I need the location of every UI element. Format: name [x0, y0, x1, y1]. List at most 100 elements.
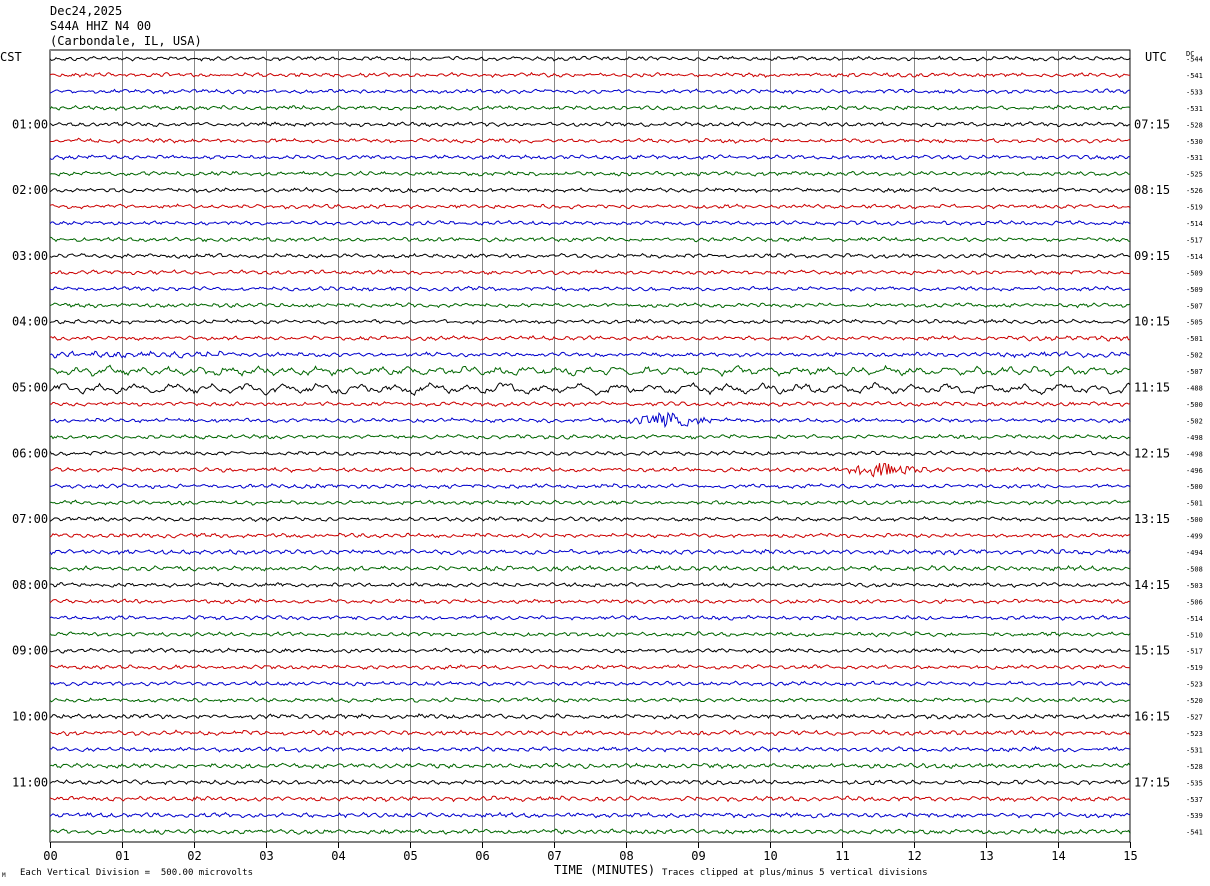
x-tick-label: 14 [1051, 849, 1065, 863]
dc-offset-label: -535 [1186, 779, 1203, 787]
x-axis-title: TIME (MINUTES) [554, 863, 656, 877]
seismic-trace [49, 664, 1131, 671]
chart-grid [49, 49, 1131, 848]
cst-hour-label: 04:00 [12, 315, 48, 329]
x-tick-label: 03 [259, 849, 273, 863]
utc-hour-label: 16:15 [1134, 710, 1170, 724]
x-tick-label: 01 [115, 849, 129, 863]
x-tick-label: 07 [547, 849, 561, 863]
dc-offset-label: -544 [1186, 56, 1203, 64]
cst-hour-label: 06:00 [12, 446, 48, 460]
seismic-trace [49, 779, 1131, 786]
dc-offset-label: -539 [1186, 812, 1203, 820]
seismic-trace [49, 121, 1131, 128]
left-timezone-label: CST [0, 50, 22, 64]
seismic-trace [49, 252, 1131, 259]
dc-offset-label: -514 [1186, 253, 1203, 261]
dc-offset-label: -502 [1186, 352, 1203, 360]
dc-offset-label: -530 [1186, 138, 1203, 146]
seismic-trace [49, 302, 1131, 309]
seismic-trace [49, 236, 1131, 243]
dc-offset-label: -498 [1186, 450, 1203, 458]
x-tick-label: 04 [331, 849, 345, 863]
dc-offset-label: -501 [1186, 500, 1203, 508]
seismic-trace [49, 411, 1131, 429]
seismic-trace [49, 483, 1131, 490]
seismic-trace [49, 203, 1131, 210]
dc-offset-label: -531 [1186, 746, 1203, 754]
x-tick-label: 13 [979, 849, 993, 863]
dc-offset-label: -528 [1186, 121, 1203, 129]
trace-group [49, 55, 1131, 835]
dc-offset-label: -519 [1186, 204, 1203, 212]
seismic-trace [49, 219, 1131, 226]
seismic-trace [49, 170, 1131, 177]
seismic-trace [49, 745, 1131, 753]
x-tick-label: 10 [763, 849, 777, 863]
cst-hour-label: 05:00 [12, 381, 48, 395]
utc-hour-label: 07:15 [1134, 117, 1170, 131]
plot-frame [49, 49, 1131, 843]
utc-hour-label: 14:15 [1134, 578, 1170, 592]
seismic-trace [49, 680, 1131, 687]
dc-offset-label: -506 [1186, 598, 1203, 606]
x-tick-label: 09 [691, 849, 705, 863]
dc-offset-label: -523 [1186, 681, 1203, 689]
seismic-trace [49, 647, 1131, 654]
seismic-trace [49, 828, 1131, 835]
dc-offset-label: -509 [1186, 269, 1203, 277]
cst-hour-label: 07:00 [12, 512, 48, 526]
seismic-trace [49, 515, 1131, 523]
cst-hour-label: 02:00 [12, 183, 48, 197]
header-station: S44A HHZ N4 00 [50, 19, 152, 33]
seismic-trace [49, 71, 1131, 79]
x-tick-label: 12 [907, 849, 921, 863]
utc-hour-label: 15:15 [1134, 644, 1170, 658]
seismic-trace [49, 137, 1131, 144]
dc-offset-label: -501 [1186, 335, 1203, 343]
x-tick-label: 11 [835, 849, 849, 863]
cst-hour-label: 03:00 [12, 249, 48, 263]
seismic-trace [49, 462, 1131, 478]
seismic-trace [49, 631, 1131, 638]
dc-offset-label: -531 [1186, 105, 1203, 113]
cst-hour-label: 10:00 [12, 710, 48, 724]
seismic-trace [49, 350, 1131, 359]
utc-hour-label: 17:15 [1134, 775, 1170, 789]
cst-hour-label: 09:00 [12, 644, 48, 658]
seismic-trace [49, 581, 1131, 588]
dc-offset-label: -488 [1186, 385, 1203, 393]
seismic-trace [49, 614, 1131, 621]
seismic-trace [49, 334, 1131, 342]
x-tick-label: 02 [187, 849, 201, 863]
dc-header-label: DC [1186, 50, 1195, 58]
seismic-trace [49, 381, 1131, 396]
dc-offset-label: -494 [1186, 549, 1203, 557]
seismic-trace [49, 154, 1131, 161]
dc-offset-label: -500 [1186, 401, 1203, 409]
seismic-trace [49, 795, 1131, 803]
seismic-trace [49, 269, 1131, 276]
dc-offset-label: -500 [1186, 483, 1203, 491]
seismic-trace [49, 88, 1131, 95]
dc-offset-label: -507 [1186, 368, 1203, 376]
seismic-trace [49, 318, 1131, 325]
cst-hour-label: 01:00 [12, 117, 48, 131]
dc-offset-label: -531 [1186, 154, 1203, 162]
header-date: Dec24,2025 [50, 4, 123, 18]
dc-offset-label: -499 [1186, 533, 1203, 541]
seismic-trace [49, 450, 1131, 457]
dc-offset-label: -508 [1186, 565, 1203, 573]
dc-offset-label: -496 [1186, 467, 1203, 475]
dc-offset-label: -517 [1186, 236, 1203, 244]
x-tick-label: 15 [1123, 849, 1137, 863]
dc-offset-label: -537 [1186, 796, 1203, 804]
dc-offset-label: -517 [1186, 648, 1203, 656]
dc-offset-label: -533 [1186, 88, 1203, 96]
seismic-trace [49, 548, 1131, 556]
seismic-trace [49, 811, 1131, 819]
dc-offset-label: -541 [1186, 829, 1203, 837]
dc-offset-label: -503 [1186, 582, 1203, 590]
seismic-trace [49, 564, 1131, 572]
